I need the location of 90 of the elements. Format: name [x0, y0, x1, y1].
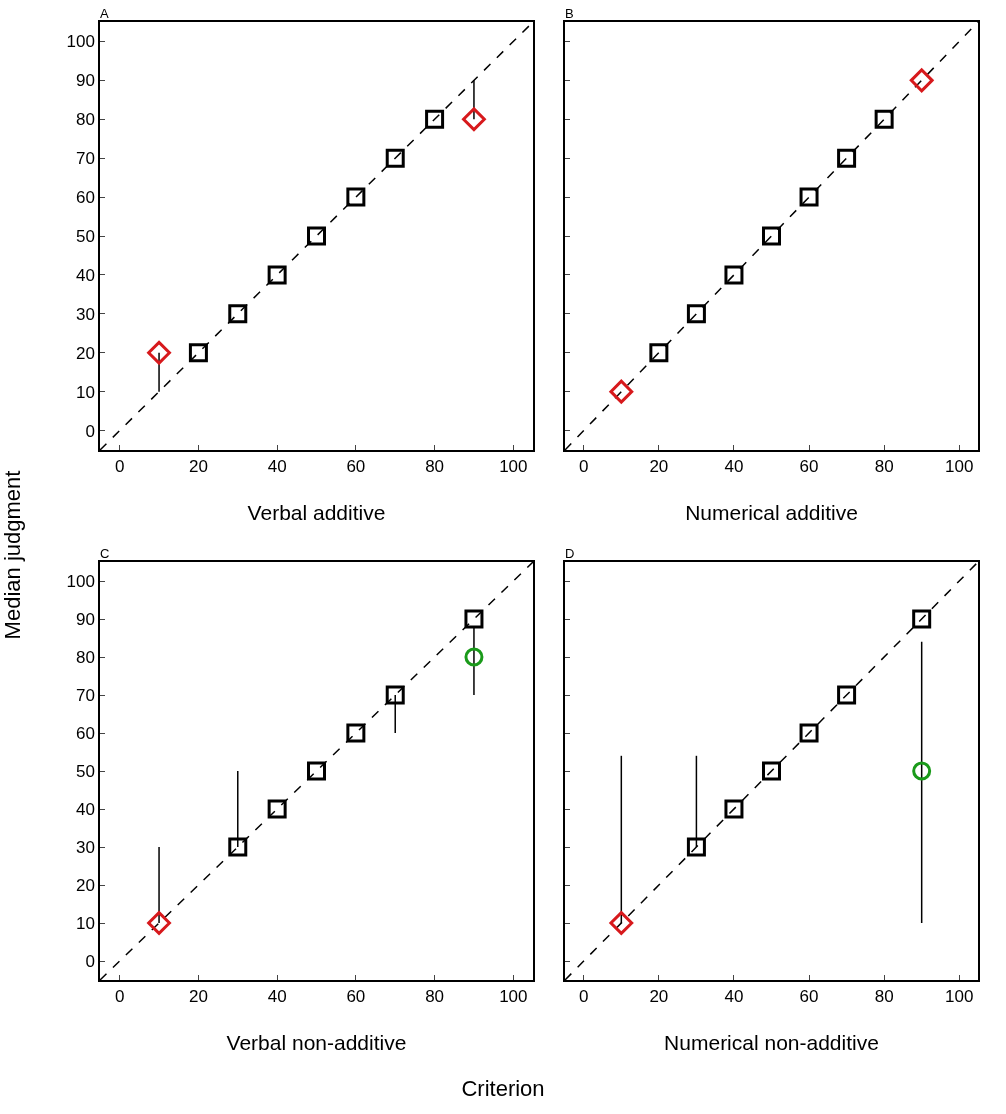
point	[874, 109, 894, 129]
y-tick-label: 60	[75, 723, 95, 743]
x-tick-label: 0	[579, 457, 589, 477]
x-tick-label: 20	[649, 987, 669, 1007]
x-tick-label: 100	[945, 457, 974, 477]
point	[762, 761, 781, 781]
y-tick-label: 50	[75, 761, 95, 781]
point	[147, 340, 171, 365]
point	[799, 723, 819, 743]
chart-title: C	[100, 546, 110, 561]
point	[464, 647, 484, 667]
x-tick-label: 0	[114, 987, 125, 1007]
y-tick-label: 100	[66, 32, 95, 52]
point	[267, 799, 287, 819]
point	[609, 379, 634, 404]
x-tick-label: 0	[114, 457, 125, 477]
y-tick-label: 90	[75, 609, 95, 629]
y-tick-label: 90	[75, 71, 95, 91]
x-tick-label: 80	[425, 987, 445, 1007]
x-tick-label: 80	[874, 457, 894, 477]
point	[346, 187, 366, 207]
y-tick-label: 70	[75, 685, 95, 705]
y-tick-label: 0	[85, 421, 95, 441]
point	[762, 226, 781, 246]
y-tick-label: 80	[75, 110, 95, 130]
x-tick-label: 20	[188, 987, 208, 1007]
y-tick-label: 20	[75, 343, 95, 363]
x-tick-label: 60	[346, 987, 366, 1007]
point	[724, 265, 744, 285]
x-axis-title: Numerical non-additive	[664, 1030, 879, 1054]
x-tick-label: 20	[649, 457, 669, 477]
x-tick-label: 100	[499, 457, 528, 477]
y-tick-label: 10	[75, 913, 95, 933]
point	[425, 109, 445, 129]
y-tick-label: 100	[66, 571, 95, 591]
point	[837, 685, 857, 705]
x-tick-label: 80	[425, 457, 445, 477]
x-axis-title: Verbal additive	[247, 500, 386, 524]
y-tick-label: 60	[75, 188, 95, 208]
x-tick-label: 20	[188, 457, 208, 477]
point	[686, 837, 706, 857]
point	[649, 343, 669, 363]
point	[912, 609, 932, 629]
point	[267, 265, 287, 285]
point	[228, 837, 248, 857]
chart-title: B	[565, 6, 574, 21]
point	[228, 304, 248, 324]
x-tick-label: 40	[267, 457, 287, 477]
x-tick-label: 80	[874, 987, 894, 1007]
y-tick-label: 80	[75, 647, 95, 667]
y-tick-label: 40	[75, 265, 95, 285]
point	[609, 911, 634, 935]
y-tick-label: 30	[75, 304, 95, 324]
point	[307, 226, 326, 246]
x-tick-label: 100	[499, 987, 528, 1007]
point	[912, 761, 932, 781]
x-tick-label: 40	[724, 987, 744, 1007]
chart-title: D	[565, 546, 575, 561]
point	[385, 685, 405, 705]
x-tick-label: 60	[799, 987, 819, 1007]
text: Criterion	[461, 1076, 545, 1102]
y-axis-title: Median judgment	[0, 470, 26, 640]
x-tick-label: 100	[945, 987, 974, 1007]
x-tick-label: 60	[799, 457, 819, 477]
point	[147, 911, 171, 935]
x-axis-title: Verbal non-additive	[226, 1030, 407, 1054]
x-tick-label: 0	[579, 987, 589, 1007]
chart-title: A	[100, 6, 109, 21]
y-tick-label: 10	[75, 382, 95, 402]
y-tick-label: 0	[85, 951, 95, 971]
point	[799, 187, 819, 207]
y-tick-label: 50	[75, 226, 95, 246]
x-axis-title: Numerical additive	[685, 500, 858, 524]
point	[724, 799, 744, 819]
point	[837, 148, 857, 168]
x-tick-label: 40	[724, 457, 744, 477]
y-tick-label: 40	[75, 799, 95, 819]
point	[909, 68, 934, 93]
y-tick-label: 30	[75, 837, 95, 857]
point	[346, 723, 366, 743]
point	[188, 343, 208, 363]
point	[462, 107, 486, 132]
point	[385, 148, 405, 168]
point	[686, 304, 706, 324]
y-tick-label: 20	[75, 875, 95, 895]
y-tick-label: 70	[75, 149, 95, 169]
x-tick-label: 40	[267, 987, 287, 1007]
point	[464, 609, 484, 629]
x-tick-label: 60	[346, 457, 366, 477]
point	[307, 761, 326, 781]
